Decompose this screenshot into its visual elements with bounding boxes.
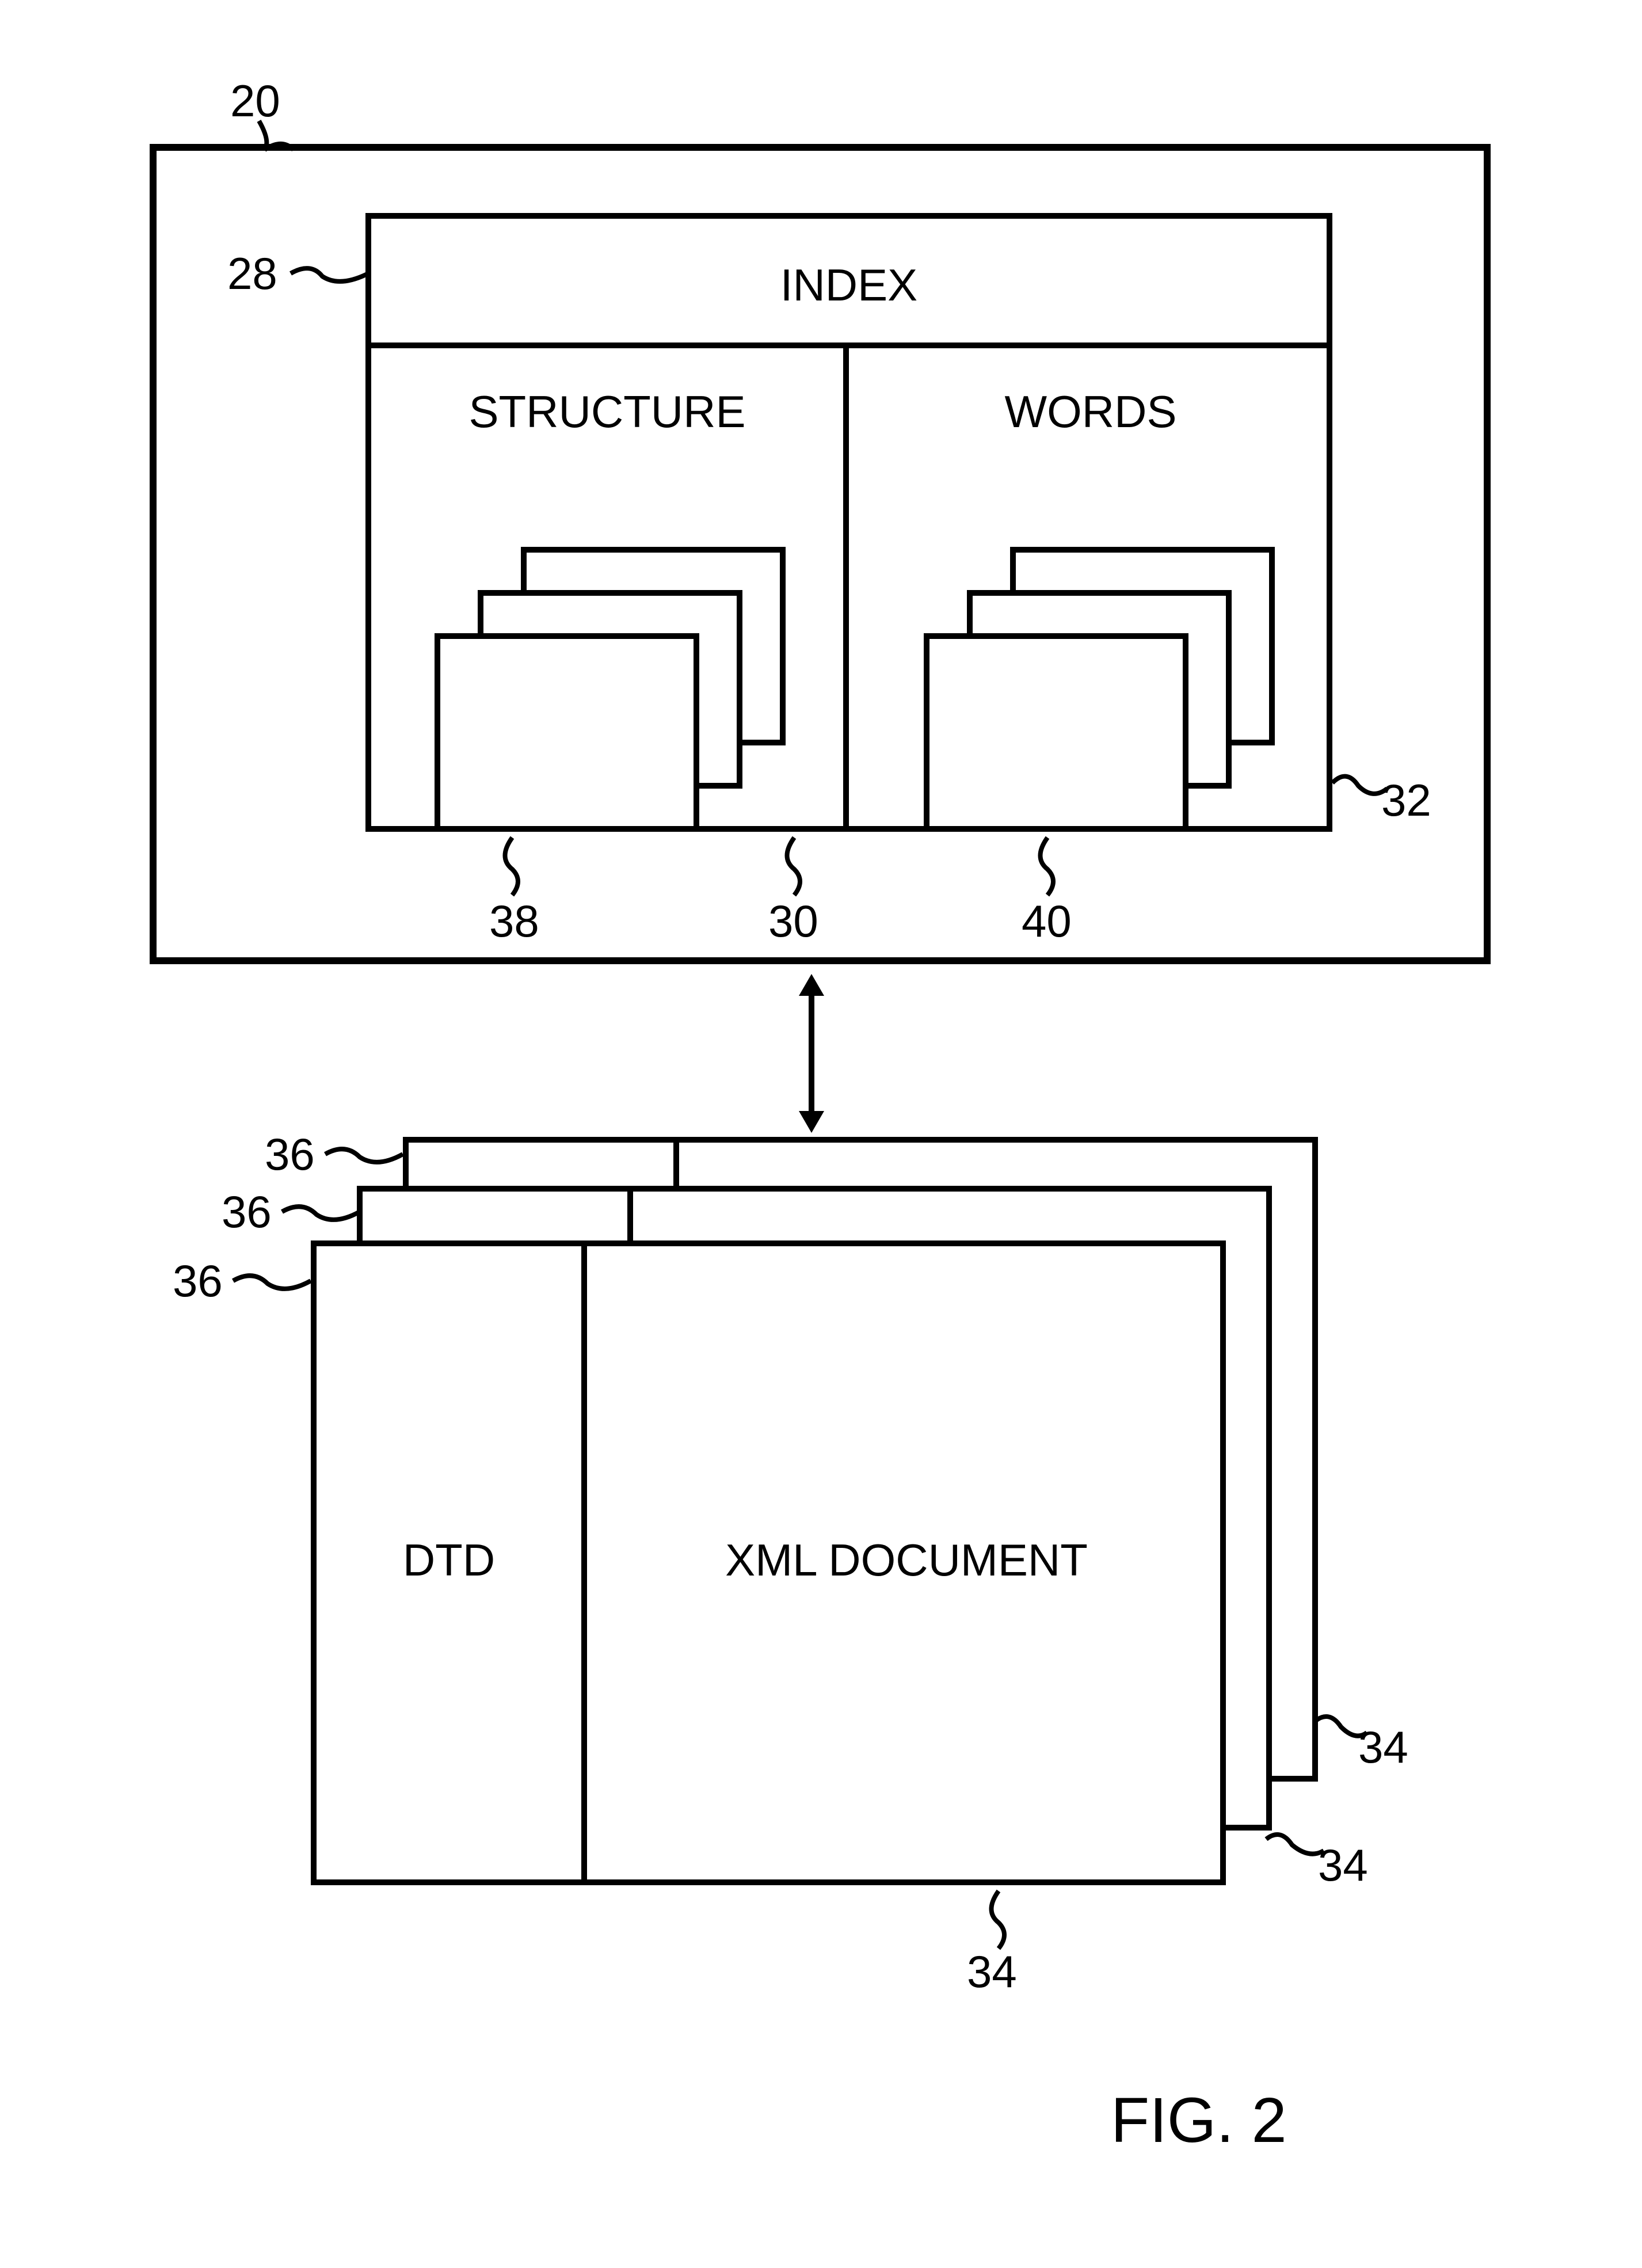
index-label: INDEX bbox=[754, 259, 944, 311]
leader-32 bbox=[1329, 766, 1393, 806]
leader-34-mid bbox=[1263, 1825, 1327, 1871]
leader-36-mid bbox=[279, 1197, 365, 1229]
structure-label: STRUCTURE bbox=[446, 386, 768, 438]
leader-20 bbox=[253, 115, 322, 161]
ref-38: 38 bbox=[489, 895, 539, 947]
struct-stack-1 bbox=[435, 633, 699, 832]
leader-28 bbox=[288, 256, 374, 291]
dtd-label: DTD bbox=[391, 1534, 506, 1586]
double-arrow bbox=[788, 973, 835, 1134]
ref-36-bot: 36 bbox=[173, 1255, 223, 1307]
words-stack-1 bbox=[924, 633, 1188, 832]
ref-30: 30 bbox=[768, 895, 818, 947]
doc-stack-2-dtd-div bbox=[357, 1186, 633, 1240]
xml-label: XML DOCUMENT bbox=[682, 1534, 1131, 1586]
doc-stack-3-dtd-div bbox=[403, 1137, 679, 1186]
leader-36-top bbox=[322, 1140, 409, 1171]
ref-34-bot: 34 bbox=[967, 1946, 1017, 1998]
leader-34-bot bbox=[978, 1888, 1019, 1951]
ref-36-top: 36 bbox=[265, 1128, 315, 1181]
ref-40: 40 bbox=[1022, 895, 1072, 947]
ref-28: 28 bbox=[227, 248, 277, 300]
leader-30 bbox=[774, 835, 814, 898]
ref-36-mid: 36 bbox=[222, 1186, 272, 1238]
figure-caption: FIG. 2 bbox=[1111, 2084, 1287, 2157]
leader-38 bbox=[492, 835, 532, 898]
leader-34-top bbox=[1312, 1707, 1370, 1753]
words-label: WORDS bbox=[990, 386, 1191, 438]
figure-canvas: 20 INDEX 28 STRUCTURE WORDS 32 38 30 40 bbox=[0, 0, 1642, 2268]
leader-40 bbox=[1027, 835, 1068, 898]
leader-36-bot bbox=[230, 1266, 317, 1298]
